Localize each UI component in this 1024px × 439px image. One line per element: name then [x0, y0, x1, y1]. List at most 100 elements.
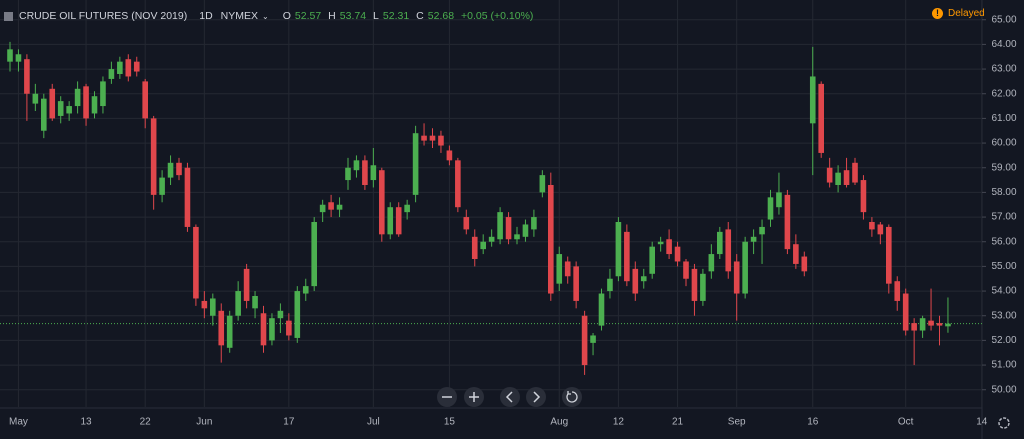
settings-icon[interactable] — [998, 417, 1010, 429]
candle-body — [632, 268, 639, 294]
candle-body — [691, 268, 698, 301]
close-label: C — [416, 10, 424, 22]
candle-body — [902, 293, 909, 331]
candle-body — [598, 293, 605, 326]
candle-body — [218, 310, 225, 346]
candle-body — [176, 162, 182, 176]
y-tick-label: 52.00 — [991, 335, 1016, 346]
candle-body — [564, 261, 571, 277]
candle-body — [32, 93, 39, 104]
right-icon — [533, 391, 541, 403]
candle-body — [471, 236, 478, 259]
candle-body — [717, 231, 723, 255]
candle-body — [142, 81, 148, 119]
plus-icon — [469, 392, 479, 402]
candle-body — [793, 244, 799, 264]
x-tick-label: 14 — [976, 417, 988, 428]
candle-body — [108, 69, 115, 79]
x-tick-label: May — [9, 417, 28, 428]
candle-body — [776, 192, 782, 208]
candle-body — [260, 313, 267, 346]
candle-body — [624, 231, 630, 282]
candle-body — [826, 167, 833, 183]
delayed-badge[interactable]: ! Delayed — [932, 8, 985, 19]
candle-body — [117, 61, 123, 74]
scroll-left-button[interactable] — [500, 387, 520, 407]
candle-body — [945, 323, 951, 327]
candle-body — [412, 133, 419, 195]
candle-body — [41, 98, 47, 131]
y-tick-label: 61.00 — [991, 113, 1016, 124]
x-tick-label: Oct — [898, 417, 914, 428]
candle-body — [91, 96, 98, 114]
candle-body — [379, 170, 385, 235]
settings-button[interactable] — [998, 417, 1010, 429]
scroll-right-button[interactable] — [526, 387, 546, 407]
candle-body — [201, 300, 208, 309]
candle-body — [809, 76, 816, 124]
candle-body — [370, 165, 377, 181]
candle-body — [15, 54, 22, 62]
caret: ⌄ — [262, 11, 269, 21]
candle-body — [235, 291, 241, 316]
candle-body — [742, 241, 748, 294]
x-tick-label: 13 — [80, 417, 92, 428]
low-value: 52.31 — [382, 10, 410, 22]
reset-button[interactable] — [562, 387, 582, 407]
candle-body — [733, 261, 740, 294]
candle-body — [615, 222, 622, 277]
candle-body — [243, 268, 250, 301]
interval[interactable]: 1D — [199, 10, 213, 22]
candle-body — [919, 318, 926, 331]
candle-body — [522, 224, 529, 237]
x-tick-label: 15 — [444, 417, 456, 428]
candle-body — [395, 207, 402, 235]
y-tick-label: 50.00 — [991, 384, 1016, 395]
candle-body — [66, 106, 72, 114]
candle-body — [860, 180, 867, 213]
open-label: O — [282, 10, 291, 22]
x-tick-label: 16 — [807, 417, 819, 428]
candle-body — [649, 246, 655, 274]
candle-body — [319, 204, 326, 213]
candle-body — [700, 273, 706, 301]
candle-body — [683, 261, 689, 279]
exchange[interactable]: NYMEX — [220, 10, 259, 22]
y-tick-label: 51.00 — [991, 360, 1016, 371]
candle-body — [277, 310, 284, 319]
high-value: 53.74 — [339, 10, 367, 22]
zoom-controls[interactable] — [437, 387, 582, 407]
candle-body — [150, 118, 157, 195]
x-tick-label: Jun — [196, 417, 212, 428]
candle-body — [328, 202, 334, 210]
y-tick-label: 63.00 — [991, 64, 1016, 75]
candle-body — [657, 241, 664, 245]
candle-body — [455, 160, 461, 208]
candle-body — [666, 239, 672, 255]
high-label: H — [328, 10, 336, 22]
candle-body — [7, 49, 13, 62]
y-tick-label: 59.00 — [991, 162, 1016, 173]
candle-body — [607, 278, 613, 292]
candle-body — [843, 170, 850, 185]
alert-icon: ! — [932, 8, 943, 19]
candle-body — [505, 217, 512, 240]
x-tick-label: 17 — [283, 417, 295, 428]
candle-body — [24, 59, 30, 94]
candle-body — [421, 135, 427, 141]
candle-body — [345, 167, 351, 181]
y-tick-label: 65.00 — [991, 14, 1016, 25]
candle-body — [590, 335, 596, 343]
candle-body — [750, 236, 757, 242]
candle-body — [446, 150, 453, 161]
candle-body — [488, 236, 495, 242]
y-tick-label: 57.00 — [991, 212, 1016, 223]
candle-body — [125, 59, 132, 77]
candle-body — [226, 315, 233, 348]
candle-body — [767, 197, 774, 220]
x-tick-label: Sep — [728, 417, 746, 428]
candle-body — [480, 241, 486, 250]
candle-body — [463, 217, 470, 230]
y-tick-label: 60.00 — [991, 138, 1016, 149]
